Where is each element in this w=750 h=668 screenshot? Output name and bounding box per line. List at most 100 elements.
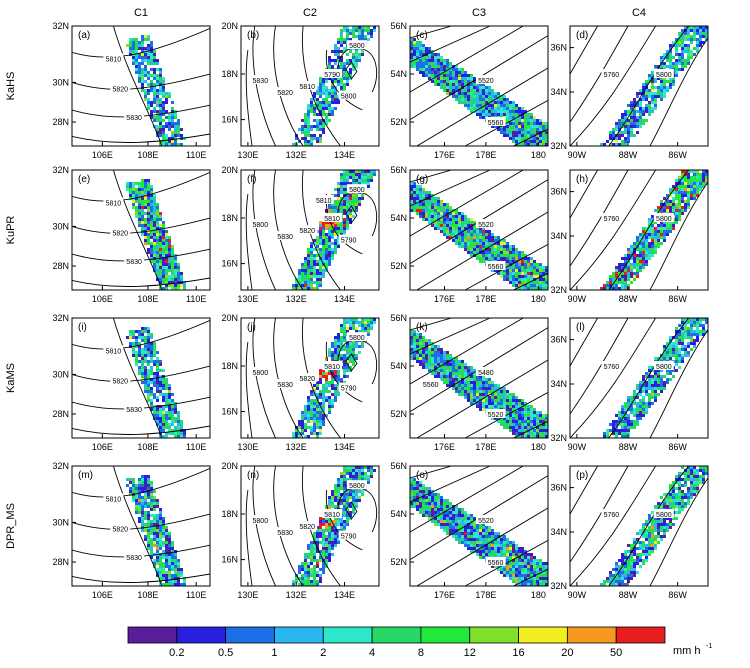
y-tick-label: 56N [390,165,407,175]
contour-label: 5760 [601,213,621,223]
x-tick-label: 132E [286,150,307,160]
panel-label: (p) [576,470,588,481]
column-header-c4: C4 [632,7,646,19]
x-tick-label: 176E [434,590,455,600]
y-tick-label: 18N [221,213,238,223]
x-tick-label: 106E [92,150,113,160]
contour-label: 5820 [110,83,130,93]
svg-text:5800: 5800 [253,370,269,377]
y-tick-label: 32N [52,313,69,323]
x-tick-label: 108E [137,150,158,160]
svg-text:5820: 5820 [113,378,129,385]
svg-text:5830: 5830 [126,407,142,414]
x-tick-label: 130E [237,442,258,452]
y-tick-label: 34N [550,379,567,389]
panel-label: (l) [576,322,585,333]
svg-text:5810: 5810 [106,200,122,207]
svg-text:5810: 5810 [324,364,340,371]
colorbar-unit: mm h [673,645,701,657]
contour-label: 5520 [476,515,496,525]
y-tick-label: 20N [221,461,238,471]
x-tick-label: 110E [186,442,206,452]
x-tick-label: 88W [619,442,638,452]
contour-label: 5810 [322,361,342,371]
y-tick-label: 28N [52,261,69,271]
y-tick-label: 36N [550,187,567,197]
svg-text:5560: 5560 [488,120,504,127]
colorbar-tick-label: 2 [320,647,326,659]
y-tick-label: 32N [52,21,69,31]
colorbar-swatch [274,627,323,643]
x-tick-label: 86W [668,150,687,160]
svg-text:5800: 5800 [656,72,672,79]
x-tick-label: 178E [475,150,496,160]
contour-label: 5800 [347,332,367,342]
contour-line [246,194,252,290]
svg-text:5820: 5820 [277,90,293,97]
contour-line [72,278,210,287]
column-header-c1: C1 [134,7,148,19]
x-tick-label: 88W [619,150,638,160]
svg-text:5810: 5810 [299,84,315,91]
y-tick-label: 54N [390,69,407,79]
y-tick-label: 32N [550,285,567,295]
colorbar-tick-label: 1 [271,647,277,659]
svg-text:5800: 5800 [349,335,365,342]
y-tick-label: 18N [221,69,238,79]
contour-label: 5810 [103,345,123,355]
contour-label: 5560 [486,557,506,567]
contour-label: 5800 [654,69,674,79]
svg-text:5800: 5800 [349,43,365,50]
colorbar-tick-label: 0.2 [169,647,184,659]
contour-label: 5800 [654,509,674,519]
contour-label: 5820 [297,373,317,383]
contour-label: 5830 [124,112,144,122]
contour-label: 5760 [601,69,621,79]
y-tick-label: 56N [390,461,407,471]
svg-text:5760: 5760 [604,72,620,79]
x-tick-label: 134E [334,590,355,600]
panel-label: (f) [247,174,256,185]
contour-label: 5520 [476,219,496,229]
contour-label: 5800 [250,367,270,377]
y-tick-label: 32N [550,141,567,151]
contour-line [253,170,276,290]
x-tick-label: 176E [434,150,455,160]
contour-label: 5760 [601,361,621,371]
y-tick-label: 52N [390,261,407,271]
svg-text:5830: 5830 [277,382,293,389]
svg-text:5830: 5830 [253,78,269,85]
y-tick-label: 52N [390,117,407,127]
colorbar-swatch [567,627,616,643]
contour-label: 5810 [297,81,317,91]
y-tick-label: 36N [550,43,567,53]
svg-text:5560: 5560 [488,264,504,271]
y-tick-label: 56N [390,313,407,323]
panel-label: (c) [416,30,428,41]
x-tick-label: 110E [186,590,206,600]
colorbar-swatch [128,627,177,643]
colorbar-swatch [616,627,665,643]
svg-text:5560: 5560 [423,382,439,389]
colorbar-swatch [519,627,568,643]
contour-line [253,318,276,438]
contour-label: 5830 [124,552,144,562]
x-tick-label: 178E [475,590,496,600]
x-tick-label: 106E [92,294,113,304]
x-tick-label: 90W [568,590,587,600]
y-tick-label: 16N [221,259,238,269]
panel-label: (a) [78,30,90,41]
colorbar-tick-label: 50 [610,647,622,659]
x-tick-label: 134E [334,442,355,452]
y-tick-label: 20N [221,313,238,323]
y-tick-label: 34N [550,231,567,241]
panel-label: (i) [78,322,87,333]
svg-text:5790: 5790 [341,386,357,393]
